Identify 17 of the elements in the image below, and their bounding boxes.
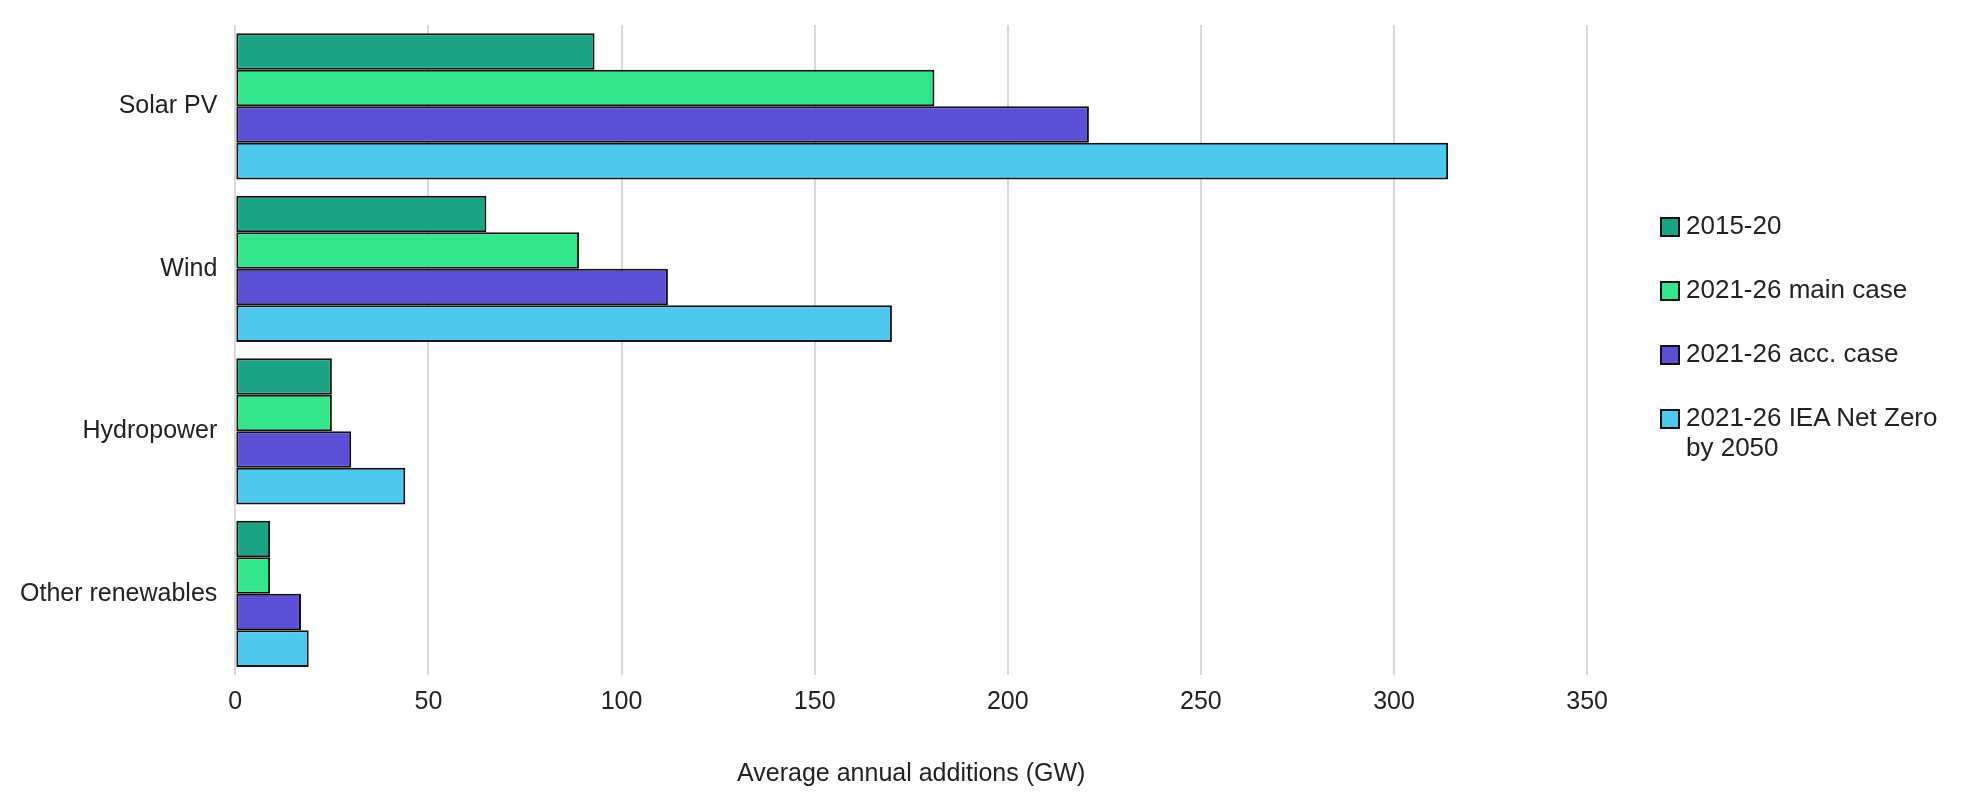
- x-tick-label: 200: [986, 685, 1029, 714]
- legend-label: 2021-26 main case: [1686, 274, 1908, 304]
- x-tick-label: 250: [1180, 685, 1222, 714]
- x-axis-title: Average annual additions (GW): [737, 757, 1086, 786]
- x-tick-label: 350: [1566, 685, 1608, 714]
- y-tick-label: Wind: [160, 252, 218, 281]
- y-tick-label: Hydropower: [82, 415, 218, 444]
- legend-label: 2015-20: [1686, 210, 1782, 240]
- x-tick-label: 150: [793, 685, 836, 714]
- y-tick-label: Other renewables: [20, 577, 218, 606]
- legend-label: 2021-26 acc. case: [1686, 338, 1899, 368]
- x-tick-label: 50: [414, 685, 443, 714]
- legend-label: 2021-26 IEA Net Zero by 2050: [1686, 402, 1939, 462]
- y-tick-label: Solar PV: [118, 90, 218, 119]
- x-tick-label: 0: [228, 685, 243, 714]
- x-tick-label: 100: [600, 685, 643, 714]
- x-tick-label: 300: [1373, 685, 1415, 714]
